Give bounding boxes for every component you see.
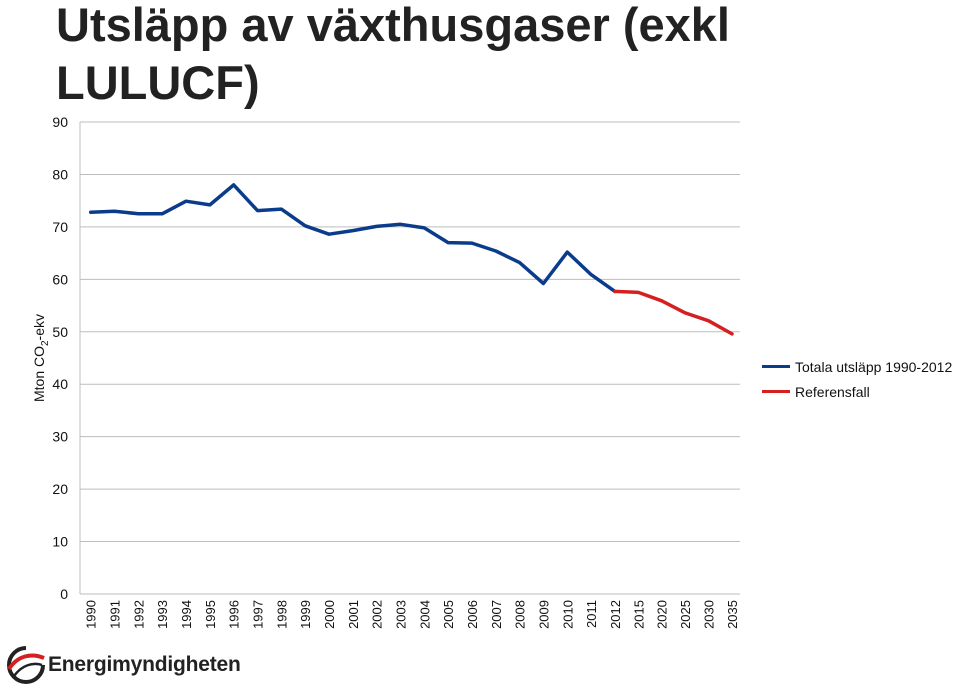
legend-swatch-1 [762,390,790,393]
legend-item-0: Totala utsläpp 1990-2012 [762,354,952,379]
y-tick-label-40: 40 [52,376,68,392]
series-line-0 [88,183,617,294]
legend: Totala utsläpp 1990-2012 Referensfall [762,354,952,404]
x-tick-label-2002: 2002 [370,600,385,629]
x-tick-label-1994: 1994 [179,600,194,629]
legend-label-1: Referensfall [795,383,870,400]
x-tick-label-2003: 2003 [393,600,408,629]
energimyndigheten-swirl-icon [7,646,45,684]
x-tick-label-1996: 1996 [227,600,242,629]
x-tick-label-2030: 2030 [702,600,717,629]
x-tick-label-2008: 2008 [513,600,528,629]
y-tick-label-30: 30 [52,429,68,445]
y-tick-label-10: 10 [52,534,68,550]
x-axis-ticks: 1990 1991 1992 1993 1994 1995 1996 1997 1998 1999… [84,600,740,629]
x-tick-label-1993: 1993 [155,600,170,629]
gridlines [79,121,740,595]
y-tick-label-0: 0 [60,586,68,602]
x-tick-label-2010: 2010 [560,600,575,629]
y-tick-label-60: 60 [52,271,68,287]
y-tick-label-90: 90 [52,114,68,130]
x-tick-label-2009: 2009 [536,600,551,629]
legend-item-1: Referensfall [762,379,952,404]
x-tick-label-1997: 1997 [251,600,266,629]
y-axis-label: Mton CO2-ekv [31,314,51,402]
x-tick-label-2011: 2011 [584,600,599,628]
chart-title: Utsläpp av växthusgaser (exkl LULUCF) [56,0,730,109]
x-tick-label-2007: 2007 [489,600,504,629]
series-lines [88,183,734,336]
x-tick-label-2001: 2001 [346,600,361,629]
logo: Energimyndigheten [6,645,241,685]
x-tick-label-1992: 1992 [131,600,146,629]
x-tick-label-1991: 1991 [108,600,123,629]
y-tick-label-80: 80 [52,166,68,182]
x-tick-label-2035: 2035 [725,600,740,629]
x-tick-label-1995: 1995 [203,600,218,629]
y-tick-label-20: 20 [52,481,68,497]
x-tick-label-2012: 2012 [608,600,623,629]
x-tick-label-2015: 2015 [631,600,646,629]
x-tick-label-2000: 2000 [322,600,337,629]
x-tick-label-1998: 1998 [274,600,289,629]
y-tick-label-50: 50 [52,324,68,340]
logo-text: Energimyndigheten [48,653,241,676]
legend-swatch-0 [762,365,790,368]
y-axis-ticks: 0 10 20 30 40 50 60 70 80 90 [52,114,68,602]
x-tick-label-2005: 2005 [441,600,456,629]
x-tick-label-2025: 2025 [678,600,693,629]
x-tick-label-1999: 1999 [298,600,313,629]
y-tick-label-70: 70 [52,219,68,235]
x-tick-label-2020: 2020 [655,600,670,629]
series-line-1 [613,289,734,336]
x-tick-label-2004: 2004 [417,600,432,629]
x-tick-label-2006: 2006 [465,600,480,629]
x-tick-label-1990: 1990 [84,600,99,629]
legend-label-0: Totala utsläpp 1990-2012 [795,358,953,375]
